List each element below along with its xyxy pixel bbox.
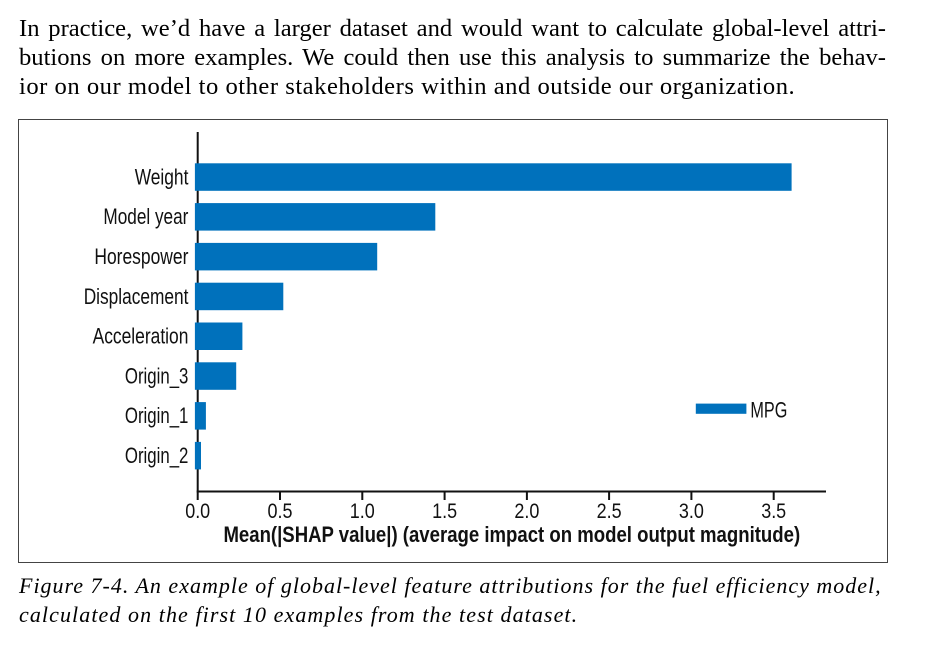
svg-text:0.0: 0.0: [185, 499, 210, 523]
svg-text:3.5: 3.5: [761, 499, 786, 523]
svg-text:1.0: 1.0: [350, 499, 375, 523]
svg-text:2.0: 2.0: [514, 499, 539, 523]
svg-text:0.5: 0.5: [268, 499, 293, 523]
svg-text:3.0: 3.0: [679, 499, 704, 523]
svg-text:Model year: Model year: [103, 204, 188, 229]
svg-text:Mean(|SHAP value|) (average im: Mean(|SHAP value|) (average impact on mo…: [223, 522, 800, 547]
svg-text:Weight: Weight: [135, 164, 189, 189]
svg-text:1.5: 1.5: [432, 499, 457, 523]
svg-text:Displacement: Displacement: [84, 284, 189, 309]
svg-text:Horespower: Horespower: [94, 244, 188, 269]
svg-text:Origin_3: Origin_3: [125, 363, 189, 388]
svg-text:MPG: MPG: [750, 397, 787, 422]
svg-text:Acceleration: Acceleration: [93, 324, 189, 349]
svg-text:Origin_1: Origin_1: [125, 403, 189, 428]
svg-text:2.5: 2.5: [597, 499, 622, 523]
svg-text:Origin_2: Origin_2: [125, 443, 189, 468]
